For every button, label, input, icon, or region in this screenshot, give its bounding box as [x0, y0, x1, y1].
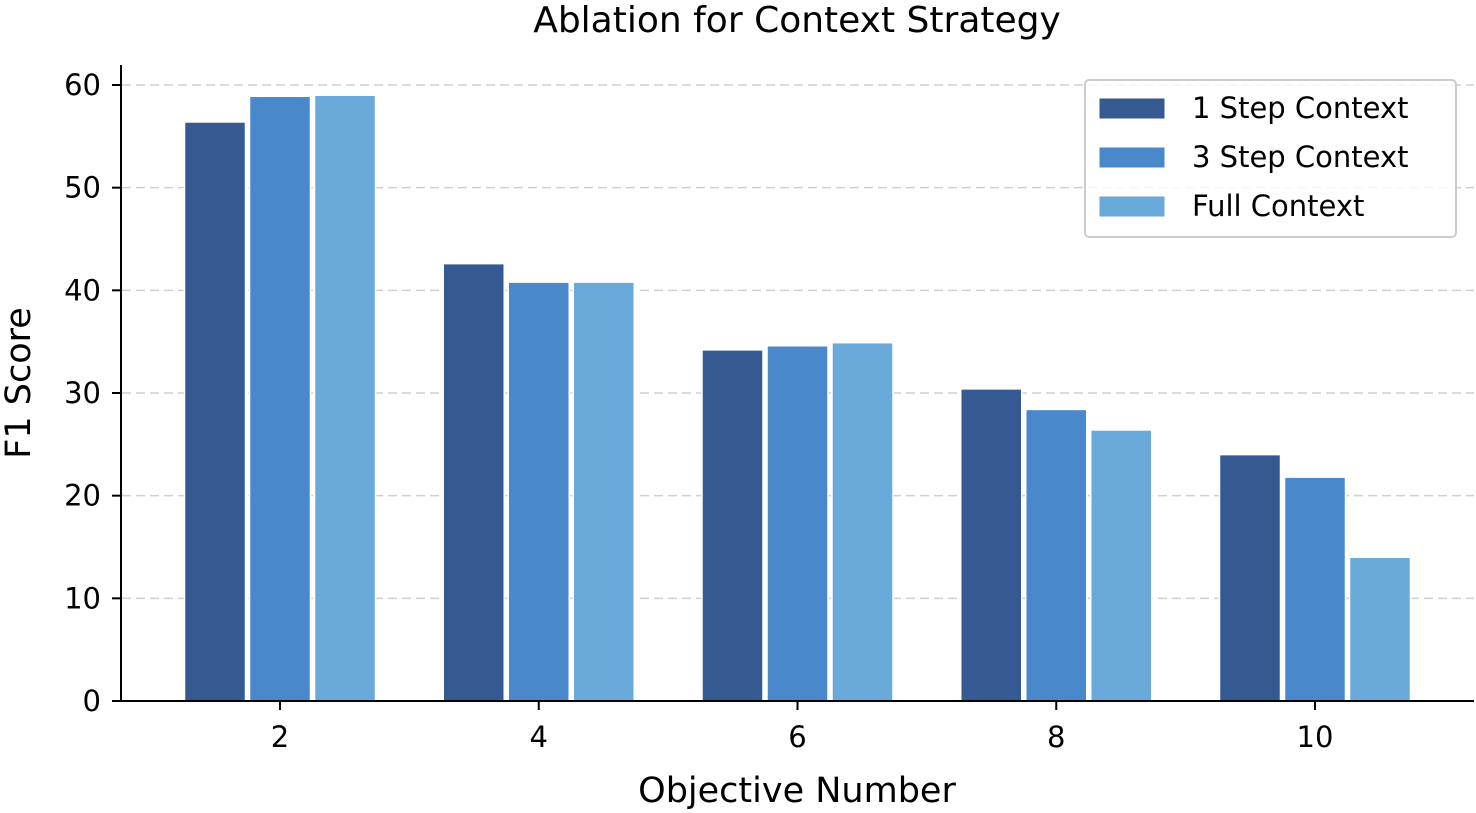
bar	[1348, 556, 1412, 702]
y-tick-label: 20	[64, 479, 101, 513]
bar	[313, 94, 377, 702]
y-tick-label: 30	[64, 376, 101, 410]
x-tick-label: 2	[271, 720, 289, 754]
y-tick-label: 10	[64, 581, 101, 615]
bar	[572, 281, 635, 702]
bar	[766, 345, 829, 702]
bar	[1218, 453, 1282, 702]
legend-label: 3 Step Context	[1192, 140, 1409, 174]
x-axis-label: Objective Number	[638, 771, 956, 811]
legend-label: Full Context	[1192, 189, 1364, 223]
bar	[507, 281, 570, 702]
y-tick-label: 40	[64, 273, 101, 307]
x-tick-label: 10	[1297, 720, 1334, 754]
bar	[1025, 408, 1088, 702]
bar	[248, 95, 312, 702]
bar	[442, 262, 505, 702]
x-tick-label: 4	[530, 720, 548, 754]
bar	[831, 341, 894, 702]
bars	[183, 94, 1412, 702]
legend-swatch	[1098, 146, 1166, 169]
y-tick-label: 60	[64, 68, 101, 102]
legend-swatch	[1098, 97, 1166, 120]
x-ticks: 2 4 6 8 10	[271, 701, 1334, 754]
y-tick-label: 50	[64, 171, 101, 205]
legend-box	[1084, 79, 1457, 238]
legend-swatch	[1098, 195, 1166, 218]
legend-label: 1 Step Context	[1192, 91, 1409, 125]
bar	[960, 388, 1023, 702]
chart-title: Ablation for Context Strategy	[533, 0, 1061, 41]
bar	[701, 349, 764, 702]
x-tick-label: 6	[788, 720, 806, 754]
y-tick-label: 0	[83, 684, 101, 718]
legend: 1 Step Context 3 Step Context Full Context	[1084, 79, 1457, 238]
bar	[183, 121, 247, 702]
x-tick-label: 8	[1047, 720, 1065, 754]
y-axis-label: F1 Score	[0, 307, 39, 459]
y-ticks: 0 10 20 30 40 50 60	[64, 68, 121, 718]
bar	[1090, 429, 1153, 702]
bar	[1283, 476, 1347, 702]
